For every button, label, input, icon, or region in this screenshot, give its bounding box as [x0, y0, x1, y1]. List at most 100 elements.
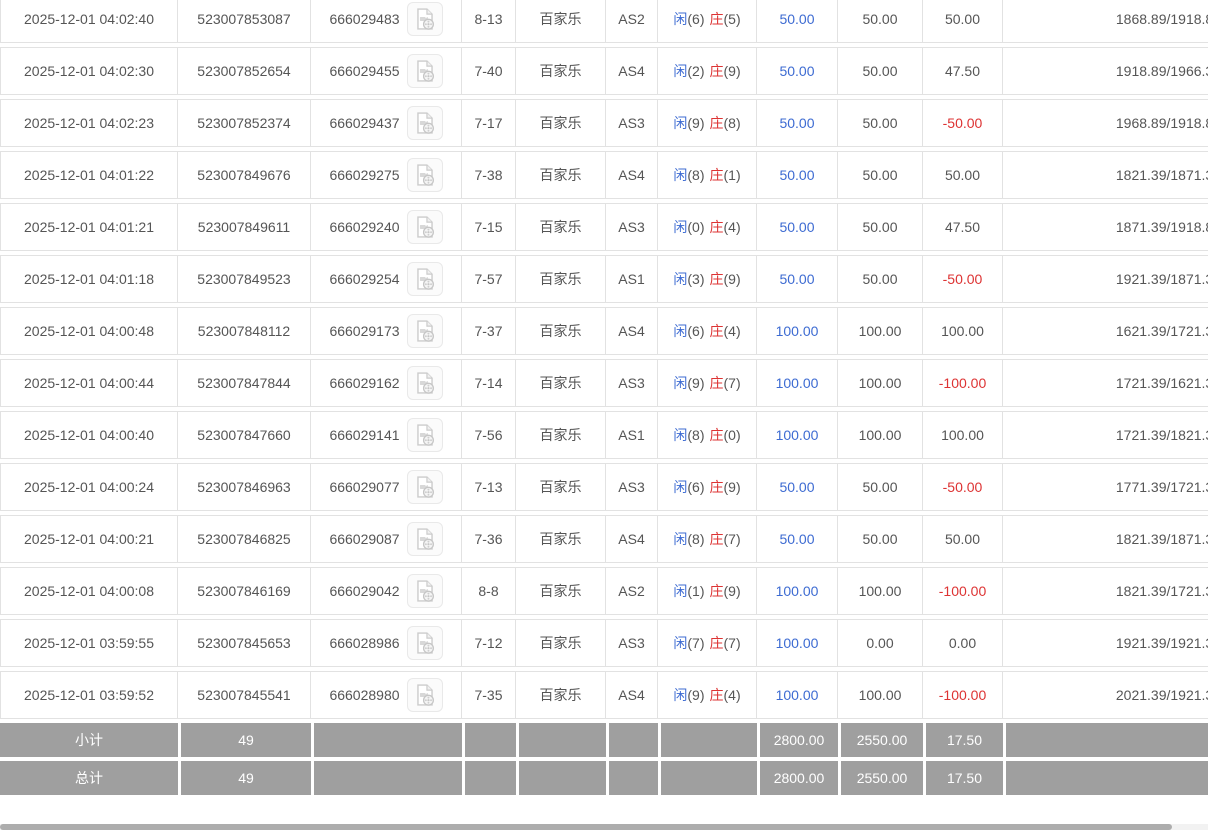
table-row: 2025-12-01 04:01:18 523007849523 6660292…: [0, 255, 1208, 303]
valid-amount: 100.00: [838, 411, 923, 459]
balance-before-after: 1821.39/1721.39: [1003, 567, 1208, 615]
game-type: 百家乐: [516, 463, 606, 511]
subtotal-empty-cell: [658, 723, 757, 757]
valid-amount: 50.00: [838, 255, 923, 303]
video-replay-icon: [416, 268, 434, 290]
balance-before-after: 1918.89/1966.39: [1003, 47, 1208, 95]
bet-time: 2025-12-01 04:01:21: [0, 203, 178, 251]
bet-amount-link[interactable]: 50.00: [757, 463, 838, 511]
bet-amount-link[interactable]: 50.00: [757, 0, 838, 43]
game-result: 闲(8) 庄(1): [658, 151, 757, 199]
player-result-score: (9): [687, 687, 705, 703]
banker-result-score: (9): [723, 63, 741, 79]
banker-result-label: 庄: [709, 63, 724, 79]
total-empty-cell: [311, 761, 462, 795]
order-number: 523007846963: [178, 463, 311, 511]
game-result: 闲(9) 庄(4): [658, 671, 757, 719]
total-empty-cell: [516, 761, 606, 795]
bet-amount-link[interactable]: 100.00: [757, 359, 838, 407]
bet-amount-link[interactable]: 100.00: [757, 307, 838, 355]
bet-amount-link[interactable]: 100.00: [757, 567, 838, 615]
player-result-label: 闲: [673, 479, 688, 495]
subtotal-win-loss: 17.50: [923, 723, 1003, 757]
horizontal-scrollbar[interactable]: [0, 824, 1208, 830]
banker-result-label: 庄: [709, 687, 724, 703]
round-number: 7-57: [462, 255, 516, 303]
game-number-cell: 666029087: [311, 515, 462, 563]
order-number: 523007847844: [178, 359, 311, 407]
total-count: 49: [178, 761, 311, 795]
video-replay-button[interactable]: [406, 418, 443, 452]
banker-result-label: 庄: [709, 531, 724, 547]
game-number: 666029077: [329, 479, 400, 495]
video-replay-icon: [416, 684, 434, 706]
video-replay-button[interactable]: [406, 106, 443, 140]
video-replay-button[interactable]: [406, 626, 443, 660]
game-type: 百家乐: [516, 255, 606, 303]
bet-amount-link[interactable]: 50.00: [757, 47, 838, 95]
player-result-score: (8): [687, 531, 705, 547]
subtotal-empty-cell: [311, 723, 462, 757]
bet-amount-link[interactable]: 100.00: [757, 411, 838, 459]
table-row: 2025-12-01 04:00:08 523007846169 6660290…: [0, 567, 1208, 615]
video-replay-button[interactable]: [406, 2, 443, 36]
player-result-score: (8): [687, 167, 705, 183]
bet-time: 2025-12-01 04:00:21: [0, 515, 178, 563]
bet-amount-link[interactable]: 100.00: [757, 671, 838, 719]
game-result: 闲(8) 庄(0): [658, 411, 757, 459]
video-replay-button[interactable]: [406, 54, 443, 88]
bet-amount-link[interactable]: 100.00: [757, 619, 838, 667]
bet-time: 2025-12-01 04:01:18: [0, 255, 178, 303]
bet-amount-link[interactable]: 50.00: [757, 99, 838, 147]
game-number: 666029275: [329, 167, 400, 183]
video-replay-button[interactable]: [406, 262, 443, 296]
win-loss: 100.00: [923, 307, 1003, 355]
player-result-label: 闲: [673, 531, 688, 547]
video-replay-button[interactable]: [406, 366, 443, 400]
game-number-cell: 666028986: [311, 619, 462, 667]
banker-result-score: (4): [723, 323, 741, 339]
player-result-score: (9): [687, 375, 705, 391]
round-number: 7-14: [462, 359, 516, 407]
bet-amount-link[interactable]: 50.00: [757, 151, 838, 199]
valid-amount: 100.00: [838, 359, 923, 407]
game-number-cell: 666029173: [311, 307, 462, 355]
banker-result-label: 庄: [709, 583, 724, 599]
game-result: 闲(0) 庄(4): [658, 203, 757, 251]
player-result-score: (6): [687, 11, 705, 27]
balance-before-after: 1868.89/1918.89: [1003, 0, 1208, 43]
game-result: 闲(6) 庄(5): [658, 0, 757, 43]
game-number: 666029141: [329, 427, 400, 443]
scrollbar-thumb[interactable]: [0, 824, 1172, 830]
video-replay-button[interactable]: [406, 470, 443, 504]
total-valid-amount: 2550.00: [838, 761, 923, 795]
game-number-cell: 666029455: [311, 47, 462, 95]
table-name: AS1: [606, 255, 658, 303]
table-row: 2025-12-01 04:02:40 523007853087 6660294…: [0, 0, 1208, 43]
balance-before-after: 1821.39/1871.39: [1003, 515, 1208, 563]
banker-result-score: (7): [723, 375, 741, 391]
bet-amount-link[interactable]: 50.00: [757, 255, 838, 303]
video-replay-button[interactable]: [406, 158, 443, 192]
game-type: 百家乐: [516, 567, 606, 615]
bet-amount-link[interactable]: 50.00: [757, 203, 838, 251]
video-replay-button[interactable]: [406, 314, 443, 348]
bet-amount-link[interactable]: 50.00: [757, 515, 838, 563]
game-number-cell: 666029042: [311, 567, 462, 615]
round-number: 7-15: [462, 203, 516, 251]
video-replay-button[interactable]: [406, 522, 443, 556]
subtotal-empty-cell: [1003, 723, 1208, 757]
game-type: 百家乐: [516, 515, 606, 563]
video-replay-button[interactable]: [406, 678, 443, 712]
bet-time: 2025-12-01 04:00:24: [0, 463, 178, 511]
player-result-score: (3): [687, 271, 705, 287]
player-result-score: (6): [687, 323, 705, 339]
win-loss: 50.00: [923, 151, 1003, 199]
round-number: 7-40: [462, 47, 516, 95]
banker-result-label: 庄: [709, 219, 724, 235]
video-replay-button[interactable]: [406, 574, 443, 608]
banker-result-score: (9): [723, 271, 741, 287]
balance-before-after: 1921.39/1921.39: [1003, 619, 1208, 667]
video-replay-button[interactable]: [406, 210, 443, 244]
